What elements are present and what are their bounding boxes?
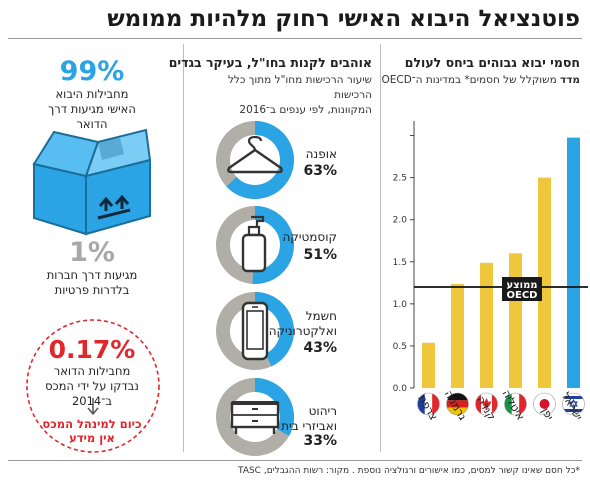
courier-stat: 1% מגיעות דרך חברות בלדרות פרטיות [8,237,176,298]
panel-divider [380,44,381,452]
flag-outline [562,392,585,416]
y-tick-label: 0.5 [393,342,407,352]
donut-arc [216,121,294,199]
flag-outline [417,392,440,416]
subtitle-bold: מדד [560,74,580,86]
donut-chart [216,378,294,456]
donut-arc [216,292,294,370]
middle-panel-title: אוהבים לקנות בחו"ל, בעיקר בגדים [168,55,372,70]
stat-courier-value: 1% [69,237,115,268]
stat-customs-text: מחבילות הדואר נבדקו על ידי המכס ב־2014 [8,364,176,409]
oecd-label: ממוצע [506,280,537,291]
subtitle-line: שיעור הרכישות מחו"ל מתוך כלל הרכישות [227,74,372,101]
customs-note-line: כיום למינהל המכס [42,417,142,431]
stat-courier-text: מגיעות דרך חברות בלדרות פרטיות [8,268,176,298]
subtitle-line: המקוונות, לפי ענפים ב־2016 [239,104,372,116]
category-percent: 33% [303,433,337,449]
panel-divider [183,44,184,452]
bar [509,253,522,388]
category-name-line: קוסמטיקה [282,230,337,244]
bar [451,283,464,388]
category-name-line: ריהוט [308,404,337,418]
y-tick-label: 2.5 [393,174,407,184]
bar [538,177,551,388]
flag-outline [446,392,469,416]
donut-chart [216,121,294,199]
footer-divider [8,460,582,461]
category-name: קוסמטיקה [282,230,337,245]
arrow-down-icon [87,398,99,416]
japan-flag-icon [533,393,556,415]
stat-text-line: נבדקו על ידי המכס [45,379,139,393]
stat-text-line: הדואר [76,117,108,131]
stat-personal-import-mail-text: מחבילות היבוא האישי מגיעות דרך הדואר [8,87,176,132]
right-panel-title: חסמי יבוא גבוהים ביחס לעולם [404,55,580,70]
donut-item [215,377,295,457]
donut-arc [216,378,294,456]
left-panel: 99% מחבילות היבוא האישי מגיעות דרך הדואר [8,56,176,132]
france-flag-icon [417,393,440,415]
customs-note: כיום למינהל המכס אין מידע [8,417,176,445]
flag-outline [475,392,498,416]
donut-chart [216,206,294,284]
category-name-line: ואלקטרוניקה [268,324,337,338]
stat-personal-import-mail-value: 99% [59,56,125,87]
category-name: ריהוט ואביזרי בית [281,404,337,434]
stat-text-line: מגיעות דרך חברות [46,268,138,282]
italy-flag-icon [504,393,527,415]
stat-text-line: האישי מגיעות דרך [48,102,136,116]
pump-bottle-icon [241,215,267,273]
donut-item [215,205,295,285]
donut-chart [216,292,294,370]
dashed-circle [26,319,160,453]
category-percent: 43% [303,340,337,356]
category-name-line: אופנה [305,147,337,161]
donut-item [215,291,295,371]
canada-flag-icon [475,393,498,415]
customs-note-line: אין מידע [69,431,115,445]
bar [567,137,580,388]
y-tick-label: 1.0 [393,300,408,310]
y-tick-label: 1.5 [393,258,407,268]
stat-customs-value: 0.17% [48,335,136,364]
flag-outline [504,392,527,416]
oecd-label: OECD [507,290,538,301]
bar [422,342,435,388]
category-name-line: ואביזרי בית [281,419,337,433]
stat-text-line: ב־2014 [71,394,113,408]
customs-stat: 0.17% מחבילות הדואר נבדקו על ידי המכס ב־… [8,335,176,409]
dresser-icon [230,401,280,434]
flag-outline [533,392,556,416]
stat-text-line: מחבילות היבוא [55,87,129,101]
stat-text-line: מחבילות הדואר [53,364,131,378]
germany-flag-icon [446,393,469,415]
bar [480,262,493,388]
footnote: *כל חסם שאינו קשור למסים, כמו אישורים ור… [238,466,580,476]
y-tick-label: 0.0 [393,384,408,394]
right-panel-subtitle: מדד משוקלל של חסמים* במדינות ה־OECD [382,73,580,88]
stat-text-line: בלדרות פרטיות [54,283,130,297]
package-box-icon [32,128,152,236]
donut-arc [216,206,294,284]
israel-flag-icon [562,393,585,415]
category-percent: 51% [303,247,337,263]
category-percent: 63% [303,163,337,179]
y-tick-label: 2.0 [393,216,408,226]
smartphone-icon [241,301,269,361]
title-divider [8,38,582,39]
category-name: חשמל ואלקטרוניקה [269,309,337,339]
oecd-label-box [502,277,542,302]
category-name-line: חשמל [305,309,337,323]
donut-item [215,120,295,200]
subtitle-text: משוקלל של חסמים* במדינות ה־OECD [381,74,557,86]
page-title: פוטנציאל היבוא האישי רחוק מלהיות ממומש [107,6,580,32]
x-category-label: יפן [539,405,556,422]
middle-panel-subtitle: שיעור הרכישות מחו"ל מתוך כלל הרכישות המק… [194,73,372,118]
category-name: אופנה [306,147,337,162]
hanger-icon [227,136,283,174]
